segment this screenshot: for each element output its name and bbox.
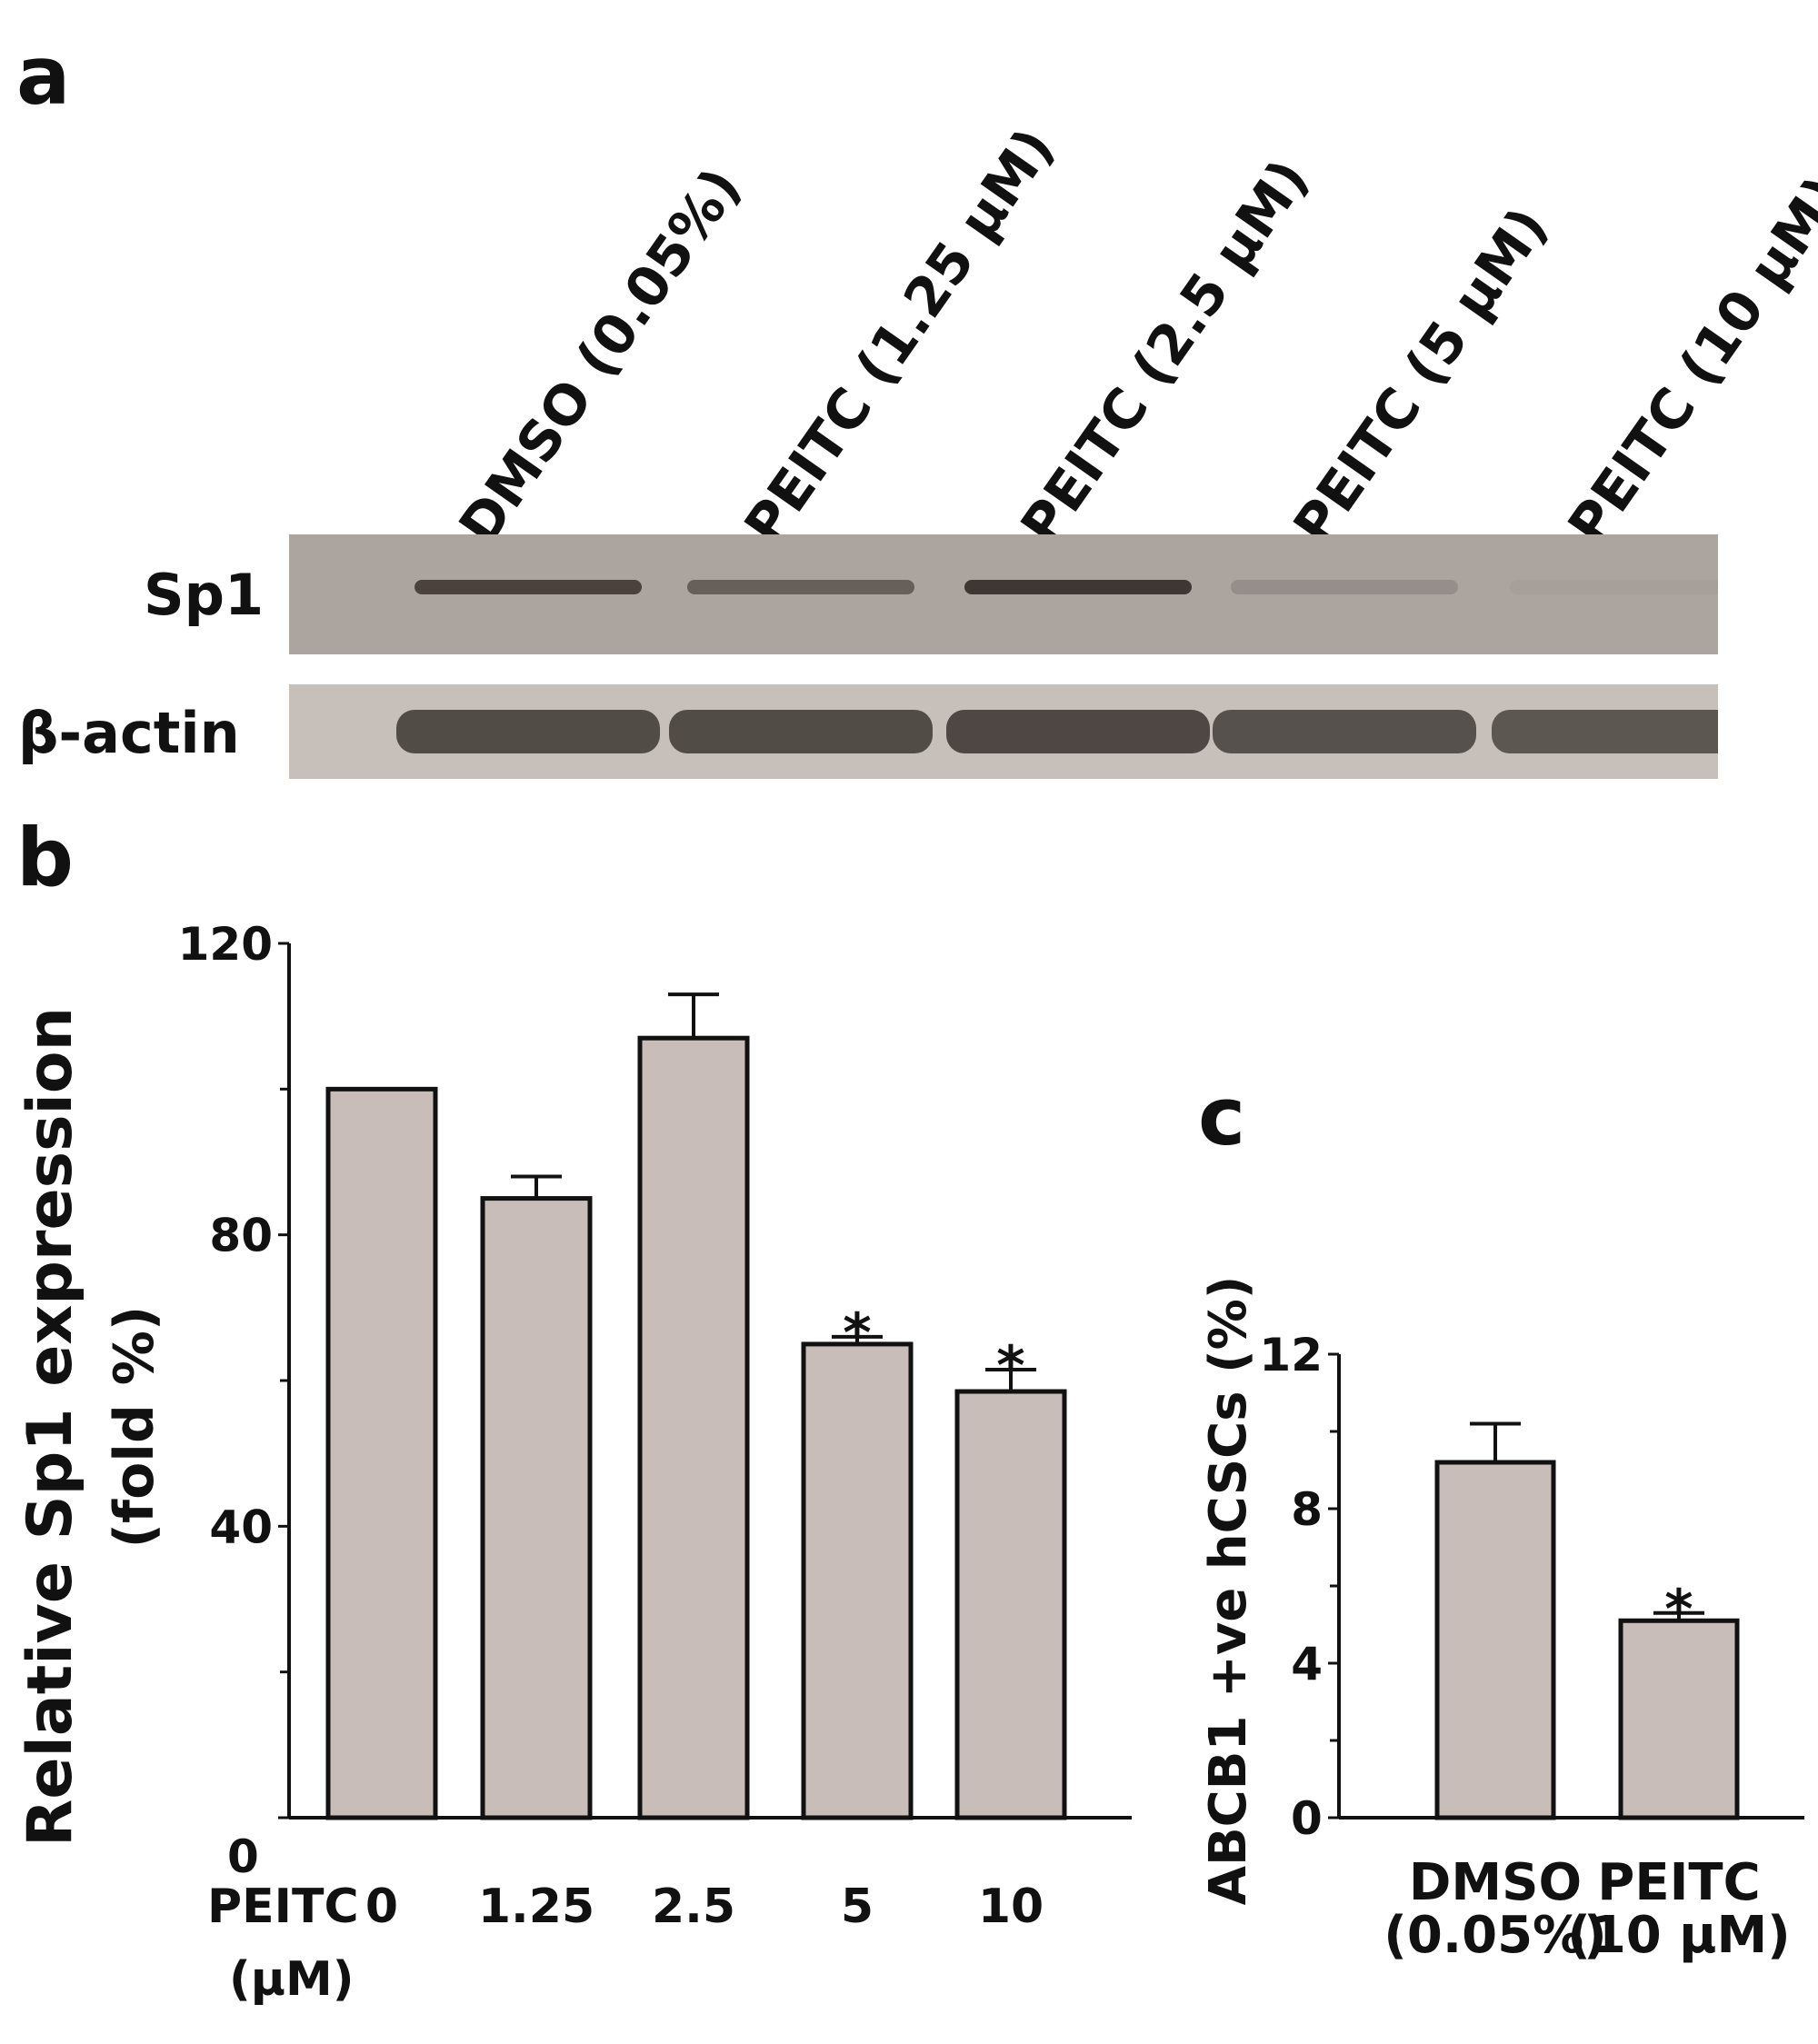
blot-label-sp1: Sp1 <box>144 562 265 628</box>
blot-beta-actin <box>289 684 1718 779</box>
lane-label-2: PEITC (1.25 μM) <box>733 117 1067 557</box>
chart-b-bar <box>954 1389 1067 1820</box>
panel-b-letter: b <box>16 811 74 904</box>
chart-b-x-tick-label: 1.25 <box>478 1879 594 1934</box>
sp1-band <box>415 580 642 594</box>
panel-a-letter: a <box>16 29 71 123</box>
lane-label-1: DMSO (0.05%) <box>447 156 754 557</box>
chart-b-y-axis-label: Relative Sp1 expression <box>15 1007 86 1847</box>
chart-c-x-tick-label: PEITC <box>1597 1853 1760 1912</box>
lane-label-4: PEITC (5 μM) <box>1282 196 1561 557</box>
chart-c-y-tick-label: 12 <box>1259 1329 1323 1381</box>
chart-c-y-tick-label: 8 <box>1291 1483 1323 1536</box>
bar-chart-sp1: 0 40 80 120 0 1.25 2.5 * 5 * 10 PEITC (μM) Relative S… <box>15 918 1132 2007</box>
chart-c-x-tick-label: DMSO <box>1409 1853 1582 1912</box>
chart-c-y-axis-label: ABCB1 +ve hCSCs (%) <box>1199 1276 1258 1906</box>
beta-actin-band <box>396 710 660 753</box>
chart-b-x-tick-label: 0 <box>365 1879 398 1934</box>
sp1-band <box>1510 580 1718 594</box>
chart-c-y-tick-label: 4 <box>1291 1638 1323 1690</box>
chart-b-bar <box>480 1196 593 1820</box>
chart-c-x-tick-label: (10 μM) <box>1567 1906 1791 1965</box>
chart-b-bar <box>801 1341 914 1820</box>
panel-c-letter: c <box>1198 1070 1246 1163</box>
chart-b-y-tick-label: 80 <box>209 1210 273 1262</box>
sp1-band <box>1231 580 1458 594</box>
chart-b-x-axis-label: (μM) <box>229 1952 355 2007</box>
beta-actin-band <box>669 710 933 753</box>
chart-c-bar <box>1434 1460 1556 1820</box>
chart-b-x-tick-label: 2.5 <box>652 1879 735 1934</box>
chart-b-x-tick-label: 5 <box>841 1879 874 1934</box>
chart-b-y-tick-label: 0 <box>227 1830 259 1883</box>
blot-sp1 <box>289 534 1718 654</box>
chart-b-significance-mark: * <box>996 1334 1024 1398</box>
chart-c-significance-mark: * <box>1664 1578 1693 1641</box>
lane-label-5: PEITC (10 μM) <box>1556 165 1818 557</box>
chart-b-y-axis-label: (fold %) <box>103 1306 166 1549</box>
beta-actin-band <box>1492 710 1718 753</box>
chart-b-y-tick-label: 120 <box>178 918 273 971</box>
chart-c-x-tick-label: (0.05%) <box>1383 1906 1606 1965</box>
blot-label-beta-actin: β-actin <box>18 700 240 766</box>
chart-b-x-axis-label: PEITC <box>207 1879 359 1934</box>
lane-label-3: PEITC (2.5 μM) <box>1009 148 1322 557</box>
chart-b-bar <box>637 1035 750 1820</box>
chart-b-y-tick-label: 40 <box>209 1501 273 1553</box>
sp1-band <box>964 580 1192 594</box>
chart-c-bar <box>1618 1618 1740 1820</box>
chart-b-bar <box>325 1086 438 1820</box>
chart-b-significance-mark: * <box>843 1301 871 1365</box>
beta-actin-band <box>1213 710 1476 753</box>
bar-chart-abcb1: 0 4 8 12 DMSO(0.05%) * PEITC(10 μM) ABCB1 +ve h… <box>1199 1276 1804 1965</box>
beta-actin-band <box>946 710 1210 753</box>
chart-c-y-tick-label: 0 <box>1291 1792 1323 1845</box>
sp1-band <box>687 580 914 594</box>
chart-b-x-tick-label: 10 <box>978 1879 1044 1934</box>
